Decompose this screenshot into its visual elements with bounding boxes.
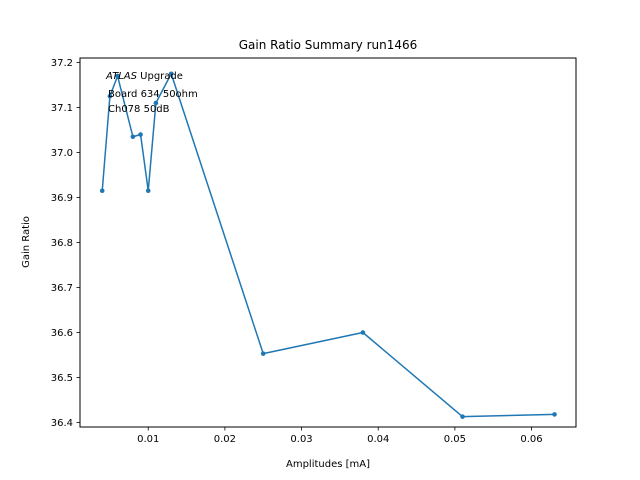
annotation-atlas: ATLAS [105, 71, 138, 82]
y-tick-label: 36.7 [51, 283, 73, 294]
data-point [260, 351, 266, 356]
annotation-line-1: ATLAS Upgrade [105, 71, 183, 82]
x-tick-label: 0.03 [290, 434, 312, 445]
data-point [145, 188, 151, 194]
data-point [99, 188, 105, 194]
x-tick-label: 0.06 [520, 434, 542, 445]
chart-title: Gain Ratio Summary run1466 [239, 38, 418, 52]
y-tick-label: 36.8 [51, 238, 73, 249]
data-point [107, 93, 113, 99]
x-tick-label: 0.04 [367, 434, 389, 445]
y-tick-label: 36.5 [51, 373, 73, 384]
y-axis-label: Gain Ratio [21, 216, 32, 268]
annotation-line-2: Board 634 50ohm [108, 89, 198, 100]
x-axis-ticks: 0.01 0.02 0.03 0.04 0.05 0.06 [137, 427, 543, 445]
data-point [130, 134, 136, 140]
y-tick-label: 36.6 [51, 328, 73, 339]
data-point [153, 100, 159, 106]
x-axis-label: Amplitudes [mA] [286, 459, 370, 470]
y-tick-label: 36.9 [51, 193, 73, 204]
data-point [115, 73, 120, 79]
annotation-text: ATLAS Upgrade Board 634 50ohm Ch078 50dB [105, 71, 198, 115]
series-line [101, 73, 555, 418]
data-point [360, 330, 366, 335]
annotation-line-3: Ch078 50dB [108, 104, 170, 115]
data-point [552, 412, 557, 417]
x-tick-label: 0.02 [214, 434, 236, 445]
data-point [138, 132, 143, 137]
y-axis-ticks: 36.4 36.5 36.6 36.7 36.8 36.9 37.0 37.1 37.2 [51, 58, 80, 429]
y-tick-label: 36.4 [51, 418, 73, 429]
data-point [168, 71, 174, 77]
data-point [460, 414, 465, 419]
y-tick-label: 37.0 [51, 148, 73, 159]
annotation-upgrade: Upgrade [137, 71, 183, 82]
series-layer [99, 71, 557, 419]
x-tick-label: 0.01 [137, 434, 159, 445]
y-tick-label: 37.1 [51, 103, 73, 114]
x-tick-label: 0.05 [444, 434, 466, 445]
y-tick-label: 37.2 [51, 58, 73, 69]
